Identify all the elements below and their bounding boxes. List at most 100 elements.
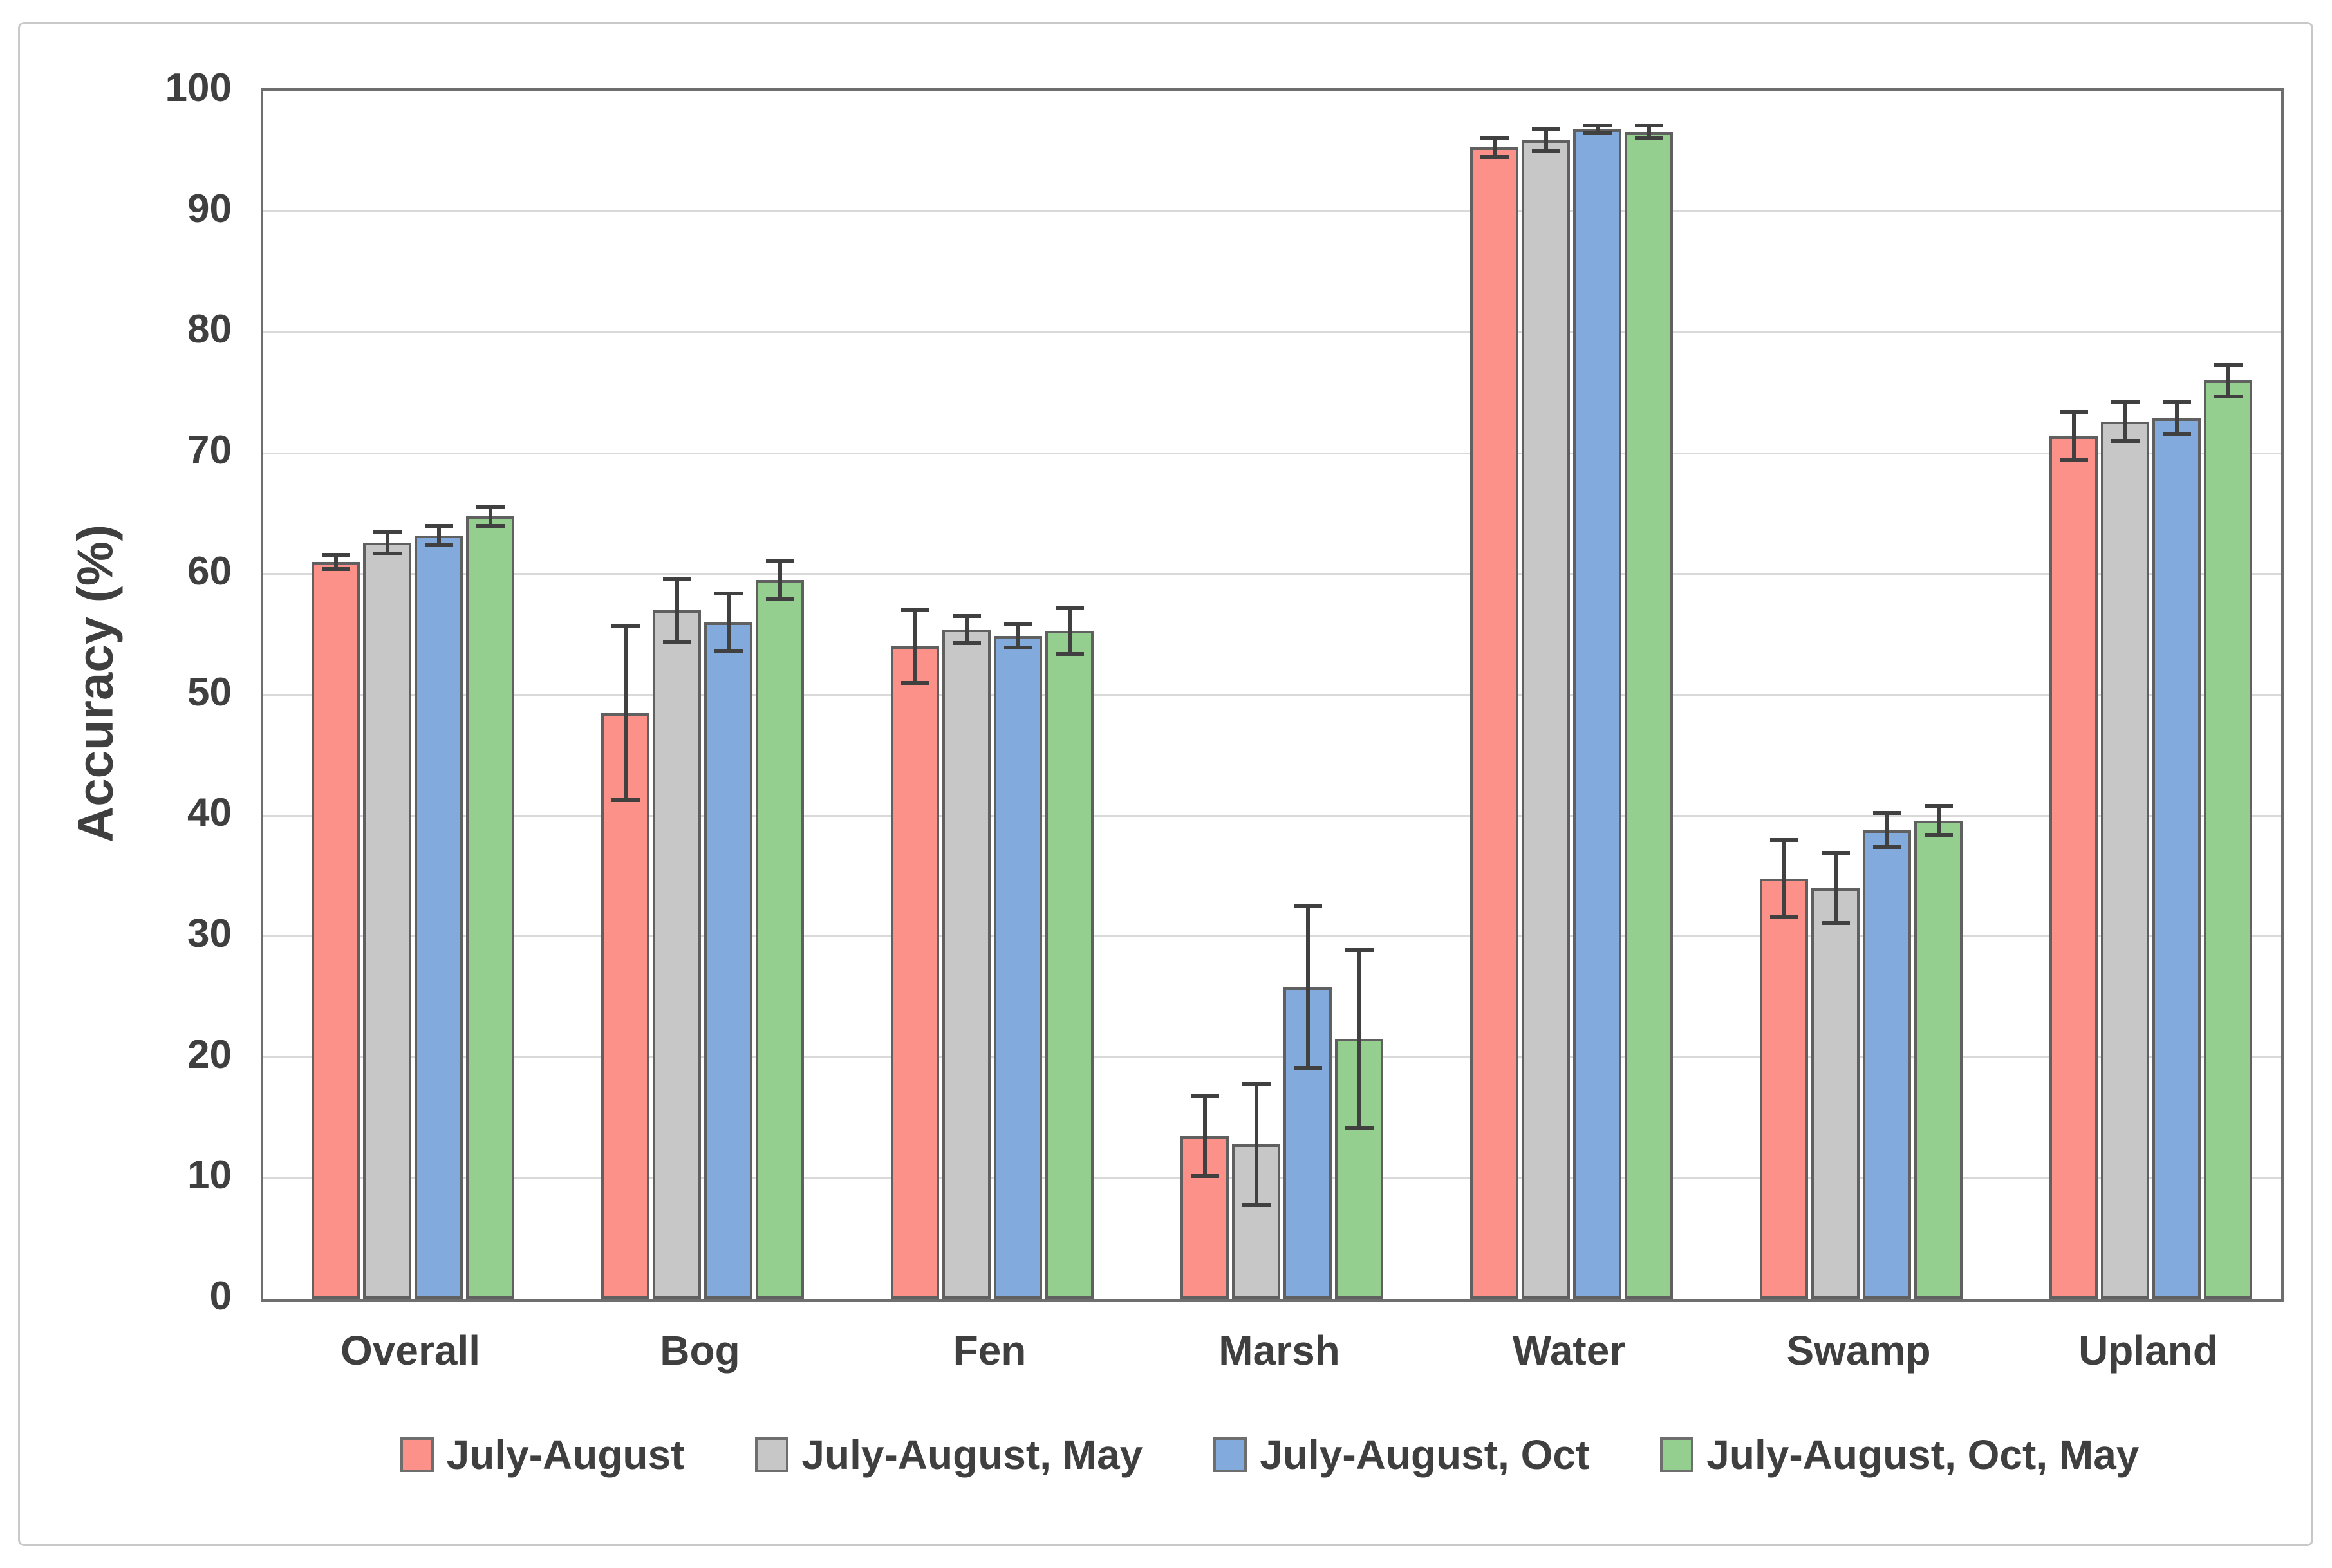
error-bar-cap — [1293, 904, 1322, 908]
error-bar — [623, 626, 628, 800]
bar-fen-series-4 — [1045, 631, 1094, 1299]
legend-item-series-3: July-August, Oct — [1213, 1434, 1589, 1475]
legend-item-series-4: July-August, Oct, May — [1660, 1434, 2139, 1475]
error-bar — [2071, 412, 2076, 461]
error-bar — [488, 506, 492, 526]
error-bar-cap — [1821, 851, 1850, 855]
error-bar-cap — [1872, 811, 1901, 816]
bar-fen-series-2 — [942, 630, 991, 1299]
y-tick-label: 70 — [187, 428, 232, 473]
error-bar-cap — [611, 798, 640, 802]
error-bar-cap — [1769, 837, 1798, 842]
bar-swamp-series-3 — [1863, 830, 1911, 1299]
error-bar-cap — [765, 597, 794, 602]
x-category-label-marsh: Marsh — [1218, 1327, 1340, 1374]
error-bar — [1305, 906, 1310, 1069]
error-bar — [1782, 839, 1786, 917]
y-tick-label: 10 — [187, 1153, 232, 1198]
bar-fen-series-3 — [994, 635, 1042, 1299]
bar-swamp-series-4 — [1914, 820, 1963, 1299]
bar-overall-series-1 — [312, 562, 360, 1299]
y-tick-label: 80 — [187, 307, 232, 352]
error-bar-cap — [765, 559, 794, 563]
error-bar — [2123, 402, 2127, 442]
legend-item-label: July-August, Oct — [1260, 1432, 1590, 1478]
error-bar-cap — [321, 567, 350, 572]
legend-item-label: July-August, Oct, May — [1706, 1432, 2140, 1478]
error-bar — [1067, 608, 1072, 654]
error-bar-cap — [2162, 432, 2191, 436]
error-bar-cap — [424, 543, 453, 547]
error-bar-cap — [1055, 651, 1084, 656]
error-bar-cap — [1293, 1066, 1322, 1070]
gridline — [263, 1056, 2281, 1059]
y-tick-label: 50 — [187, 669, 232, 714]
y-tick-label: 60 — [187, 548, 232, 593]
bar-water-series-1 — [1470, 147, 1518, 1299]
bar-swamp-series-1 — [1760, 878, 1808, 1299]
error-bar-cap — [1634, 136, 1663, 140]
x-category-label-fen: Fen — [953, 1327, 1027, 1374]
error-bar-cap — [2162, 400, 2191, 405]
legend-swatch-icon — [755, 1437, 789, 1472]
bar-overall-series-4 — [466, 516, 514, 1299]
error-bar — [1202, 1096, 1207, 1176]
error-bar — [1885, 813, 1889, 847]
error-bar-cap — [952, 614, 981, 619]
error-bar-cap — [900, 680, 929, 685]
error-bar-cap — [1345, 947, 1374, 952]
bar-water-series-4 — [1625, 131, 1673, 1299]
legend-item-label: July-August — [446, 1432, 685, 1478]
error-bar-cap — [476, 523, 505, 528]
y-tick-label: 0 — [209, 1274, 232, 1318]
error-bar-cap — [900, 608, 929, 613]
gridline — [263, 573, 2281, 575]
y-tick-label: 40 — [187, 790, 232, 835]
error-bar — [1492, 138, 1497, 158]
gridline — [263, 210, 2281, 213]
error-bar — [1254, 1083, 1258, 1205]
error-bar — [333, 554, 338, 570]
error-bar-cap — [662, 639, 691, 644]
error-bar-cap — [1190, 1173, 1219, 1178]
error-bar — [385, 532, 389, 554]
bar-marsh-series-1 — [1180, 1135, 1229, 1299]
error-bar — [2174, 402, 2179, 434]
error-bar — [1357, 949, 1361, 1129]
error-bar-cap — [1480, 136, 1509, 140]
bar-upland-series-4 — [2204, 380, 2252, 1299]
error-bar-cap — [1924, 833, 1953, 837]
bar-overall-series-3 — [415, 535, 463, 1299]
error-bar-cap — [2214, 394, 2243, 398]
x-category-label-overall: Overall — [340, 1327, 481, 1374]
error-bar-cap — [424, 523, 453, 528]
error-bar — [964, 616, 969, 643]
bar-bog-series-4 — [756, 580, 804, 1299]
error-bar-cap — [1924, 804, 1953, 808]
gridline — [263, 331, 2281, 333]
error-bar — [913, 610, 917, 683]
error-bar — [1016, 623, 1020, 648]
bar-bog-series-3 — [704, 622, 752, 1299]
bar-bog-series-1 — [601, 713, 649, 1299]
error-bar-cap — [476, 504, 505, 509]
gridline — [263, 814, 2281, 817]
error-bar — [436, 525, 441, 545]
error-bar-cap — [1242, 1081, 1271, 1086]
y-tick-label: 20 — [187, 1032, 232, 1077]
error-bar — [2226, 365, 2230, 397]
bar-swamp-series-2 — [1811, 888, 1860, 1299]
bar-water-series-3 — [1573, 129, 1621, 1299]
error-bar-cap — [1242, 1202, 1271, 1207]
error-bar-cap — [1531, 149, 1560, 153]
x-category-label-swamp: Swamp — [1786, 1327, 1931, 1374]
bar-upland-series-1 — [2049, 436, 2098, 1299]
bar-water-series-2 — [1522, 140, 1570, 1299]
error-bar-cap — [1003, 621, 1032, 626]
gridline — [263, 694, 2281, 696]
error-bar-cap — [321, 552, 350, 557]
legend-item-label: July-August, May — [801, 1432, 1143, 1478]
error-bar-cap — [1055, 606, 1084, 610]
error-bar-cap — [1003, 646, 1032, 650]
error-bar-cap — [2214, 363, 2243, 368]
